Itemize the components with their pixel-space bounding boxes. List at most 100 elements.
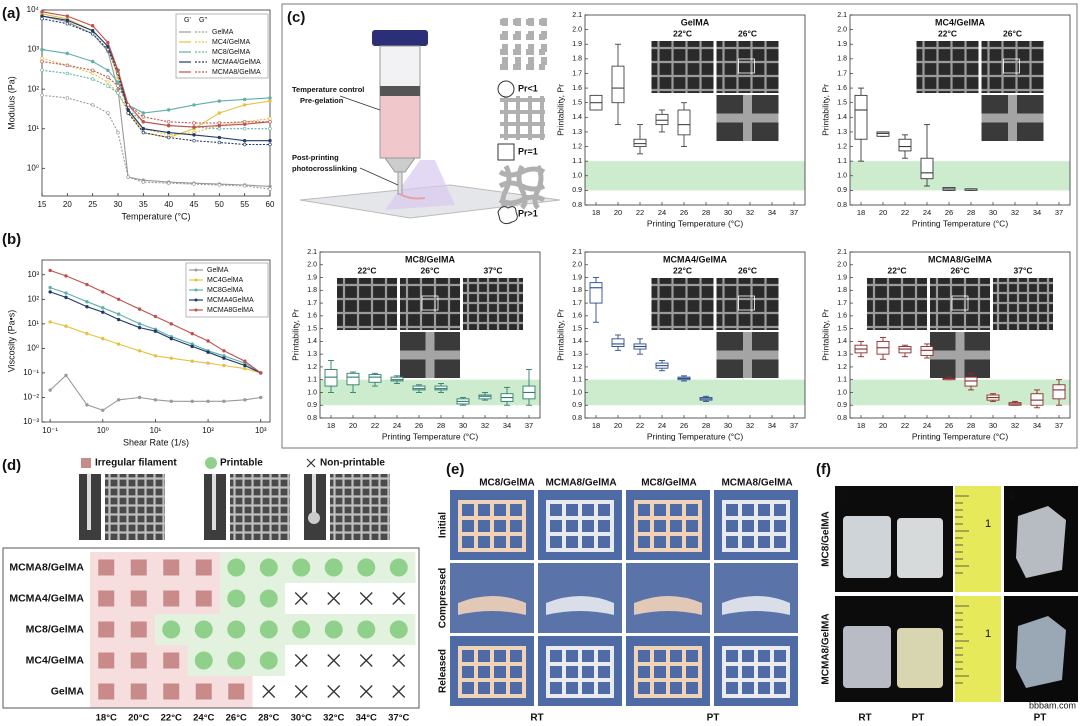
point xyxy=(90,77,95,81)
legend-swatch xyxy=(194,298,198,302)
series-line xyxy=(41,18,270,146)
point xyxy=(243,363,247,368)
y-tick-label: 1.2 xyxy=(307,364,317,371)
series-line xyxy=(41,15,271,187)
cell-symbol xyxy=(195,590,212,607)
legend-label: MC4GelMA xyxy=(207,277,244,284)
x-axis-label: Printing Temperature (°C) xyxy=(912,431,1008,441)
x-tick-label: 26 xyxy=(680,208,688,217)
y-tick-label: 0.9 xyxy=(837,187,847,194)
photo-detail xyxy=(843,626,891,688)
point xyxy=(48,388,52,392)
y-tick-label: 1.0 xyxy=(837,173,847,180)
schematic-label: Temperature control xyxy=(292,85,364,94)
y-tick-label: 2.1 xyxy=(837,12,847,19)
point xyxy=(243,398,247,402)
x-tick-label: 26 xyxy=(945,208,953,217)
cell-symbol xyxy=(227,620,246,639)
photo-detail xyxy=(897,518,943,578)
x-tick-label: 30 xyxy=(724,208,732,217)
row-label: MCMA8/GelMA xyxy=(9,561,84,573)
cell-symbol xyxy=(392,592,406,605)
y-tick-label: 1.1 xyxy=(837,377,847,384)
x-tick-label: 32 xyxy=(1011,208,1019,217)
inset-label: 22°C xyxy=(888,265,907,275)
band xyxy=(850,161,1070,191)
y-tick-label: 10³ xyxy=(27,45,39,54)
cell-symbol xyxy=(292,620,311,639)
x-tick-label: 30 xyxy=(114,200,123,209)
series-line xyxy=(41,15,270,142)
x-tick-label: 35 xyxy=(139,200,148,209)
y-tick-label: 1.3 xyxy=(572,129,582,136)
y-tick-label: 1.7 xyxy=(572,70,582,77)
y-tick-label: 0.9 xyxy=(572,402,582,409)
point xyxy=(116,91,120,95)
y-tick-label: 1.1 xyxy=(572,377,582,384)
cell-symbol xyxy=(130,621,147,638)
point xyxy=(169,399,173,403)
x-tick-label: 10⁻¹ xyxy=(42,426,58,435)
plot-frame xyxy=(849,14,1071,206)
box xyxy=(324,369,338,387)
point xyxy=(153,354,158,358)
x-tick-label: 24 xyxy=(393,421,401,430)
column-label: 30°C xyxy=(291,713,312,724)
cell-symbol xyxy=(259,651,278,670)
legend-label: MCMA8/GelMA xyxy=(212,69,261,76)
point xyxy=(116,87,120,91)
point xyxy=(65,51,70,56)
plot-frame xyxy=(41,9,271,197)
x-tick-label: 32 xyxy=(746,421,754,430)
legend-swatch xyxy=(194,268,198,272)
y-tick-label: 10⁴ xyxy=(27,5,40,14)
inset-label: 26°C xyxy=(421,265,440,275)
y-tick-label: 1.8 xyxy=(837,56,847,63)
point xyxy=(169,356,173,360)
x-tick-label: 22 xyxy=(636,208,644,217)
y-tick-label: 2.0 xyxy=(837,26,847,33)
point xyxy=(101,290,105,294)
point xyxy=(65,22,70,26)
y-tick-label: 10⁻¹ xyxy=(23,368,39,377)
box xyxy=(898,346,912,354)
y-tick-label: 2.1 xyxy=(572,249,582,256)
inset-label: 22°C xyxy=(673,265,692,275)
ruler-label: 1 xyxy=(985,518,991,530)
point xyxy=(141,120,146,124)
column-label: 37°C xyxy=(388,713,409,724)
inset-label: 22°C xyxy=(673,28,692,38)
photo xyxy=(981,41,1044,93)
cell-symbol xyxy=(227,589,246,608)
column-title: MC8/GelMA xyxy=(641,478,697,489)
x-tick-label: 10⁰ xyxy=(97,426,109,435)
point xyxy=(116,398,121,402)
row-label: Released xyxy=(438,649,449,693)
column-label: 28°C xyxy=(258,713,279,724)
point xyxy=(206,339,210,343)
point xyxy=(268,187,272,191)
series-line xyxy=(41,60,270,124)
schematic-label: photocrosslinking xyxy=(292,164,357,173)
condition-label: PT xyxy=(707,713,720,724)
inset-label: 26°C xyxy=(738,265,757,275)
box xyxy=(346,372,360,386)
y-tick-label: 1.4 xyxy=(307,338,317,345)
point xyxy=(116,68,120,72)
photo-detail xyxy=(400,332,460,378)
box xyxy=(478,394,492,400)
ruler-label: 1 xyxy=(985,628,991,640)
photo-detail xyxy=(722,500,790,552)
photo-detail xyxy=(716,95,779,141)
point xyxy=(40,10,44,14)
y-tick-label: 1.9 xyxy=(307,274,317,281)
point xyxy=(166,120,171,124)
point xyxy=(90,32,95,36)
x-tick-label: 32 xyxy=(746,208,754,217)
y-tick-label: 0.9 xyxy=(572,187,582,194)
band xyxy=(585,161,805,191)
x-tick-label: 32 xyxy=(481,421,489,430)
point xyxy=(190,359,194,363)
panel-label: (f) xyxy=(816,461,831,478)
